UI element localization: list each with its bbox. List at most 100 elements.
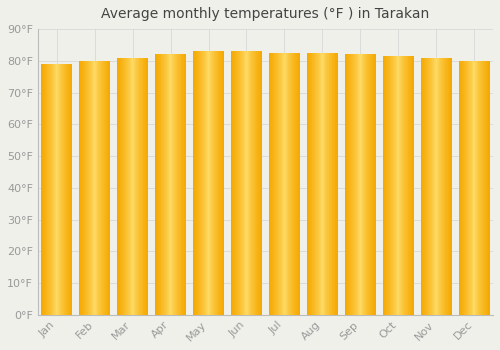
Bar — [272, 53, 273, 315]
Bar — [219, 51, 220, 315]
Bar — [319, 53, 320, 315]
Bar — [451, 58, 452, 315]
Bar — [147, 58, 148, 315]
Bar — [282, 53, 283, 315]
Bar — [206, 51, 208, 315]
Bar — [312, 53, 313, 315]
Bar — [209, 51, 210, 315]
Bar — [347, 55, 348, 315]
Bar — [408, 56, 409, 315]
Bar — [479, 61, 480, 315]
Bar — [396, 56, 397, 315]
Bar — [212, 51, 213, 315]
Bar — [234, 51, 236, 315]
Bar — [435, 58, 436, 315]
Bar — [160, 55, 162, 315]
Bar — [222, 51, 223, 315]
Bar — [87, 61, 88, 315]
Bar — [47, 64, 48, 315]
Bar — [170, 55, 171, 315]
Bar — [286, 53, 287, 315]
Bar — [131, 58, 132, 315]
Bar — [362, 55, 363, 315]
Bar — [171, 55, 172, 315]
Bar — [448, 58, 449, 315]
Bar — [48, 64, 50, 315]
Bar — [261, 51, 262, 315]
Bar — [85, 61, 86, 315]
Bar — [460, 61, 461, 315]
Bar — [384, 56, 385, 315]
Bar — [86, 61, 87, 315]
Bar — [375, 55, 376, 315]
Bar — [221, 51, 222, 315]
Bar — [258, 51, 259, 315]
Bar — [364, 55, 366, 315]
Bar — [320, 53, 321, 315]
Bar — [166, 55, 167, 315]
Bar — [288, 53, 289, 315]
Bar — [397, 56, 398, 315]
Bar — [180, 55, 181, 315]
Bar — [313, 53, 314, 315]
Bar — [162, 55, 163, 315]
Bar — [402, 56, 403, 315]
Bar — [185, 55, 186, 315]
Bar — [273, 53, 274, 315]
Bar — [431, 58, 432, 315]
Bar — [388, 56, 389, 315]
Bar — [155, 55, 156, 315]
Bar — [124, 58, 125, 315]
Bar — [434, 58, 435, 315]
Bar — [184, 55, 185, 315]
Bar — [130, 58, 131, 315]
Bar — [144, 58, 145, 315]
Bar — [146, 58, 147, 315]
Bar — [275, 53, 276, 315]
Bar — [433, 58, 434, 315]
Bar — [293, 53, 294, 315]
Bar — [163, 55, 164, 315]
Bar — [269, 53, 270, 315]
Bar — [462, 61, 463, 315]
Bar — [213, 51, 214, 315]
Bar — [93, 61, 94, 315]
Bar — [331, 53, 332, 315]
Bar — [461, 61, 462, 315]
Bar — [205, 51, 206, 315]
Bar — [64, 64, 65, 315]
Bar — [128, 58, 129, 315]
Bar — [270, 53, 272, 315]
Bar — [68, 64, 69, 315]
Bar — [245, 51, 246, 315]
Bar — [482, 61, 483, 315]
Bar — [249, 51, 250, 315]
Bar — [486, 61, 487, 315]
Bar — [359, 55, 360, 315]
Bar — [168, 55, 170, 315]
Bar — [98, 61, 99, 315]
Bar — [333, 53, 334, 315]
Bar — [450, 58, 451, 315]
Bar — [446, 58, 448, 315]
Bar — [260, 51, 261, 315]
Bar — [254, 51, 255, 315]
Bar — [443, 58, 444, 315]
Bar — [274, 53, 275, 315]
Bar — [58, 64, 59, 315]
Bar — [158, 55, 159, 315]
Bar — [255, 51, 256, 315]
Bar — [199, 51, 200, 315]
Bar — [357, 55, 358, 315]
Bar — [311, 53, 312, 315]
Bar — [174, 55, 175, 315]
Bar — [483, 61, 484, 315]
Bar — [399, 56, 400, 315]
Bar — [165, 55, 166, 315]
Bar — [368, 55, 369, 315]
Bar — [60, 64, 61, 315]
Bar — [325, 53, 326, 315]
Bar — [107, 61, 108, 315]
Bar — [194, 51, 195, 315]
Bar — [126, 58, 127, 315]
